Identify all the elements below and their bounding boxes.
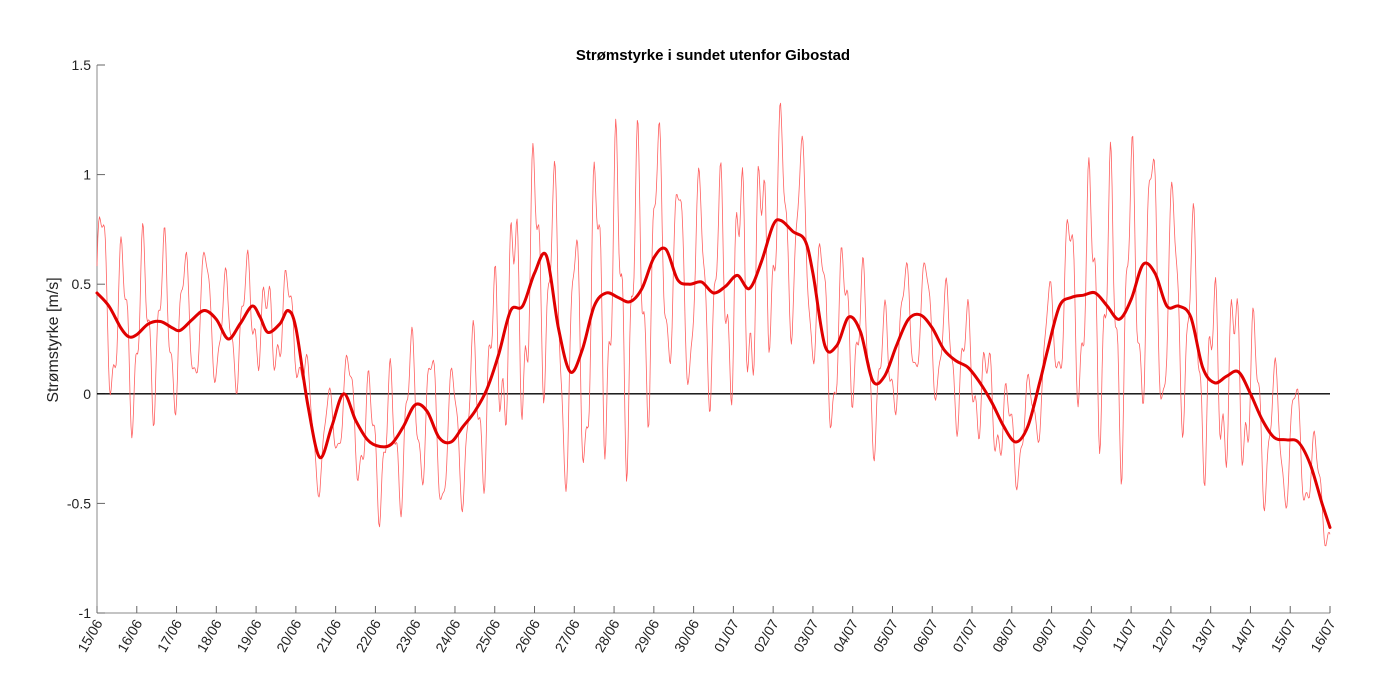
x-tick-label: 10/07	[1069, 616, 1100, 655]
x-tick-label: 16/06	[114, 616, 145, 655]
x-tick-label: 12/07	[1148, 616, 1179, 655]
x-tick-label: 03/07	[790, 616, 821, 655]
x-tick-label: 02/07	[750, 616, 781, 655]
x-tick-label: 17/06	[154, 616, 185, 655]
x-tick-label: 15/07	[1267, 616, 1298, 655]
y-tick-label: 1	[83, 167, 91, 183]
smoothed-series-line	[95, 218, 1332, 529]
x-tick-label: 25/06	[472, 616, 503, 655]
x-tick-label: 26/06	[512, 616, 543, 655]
x-tick-label: 11/07	[1109, 616, 1140, 654]
raw-series-line	[96, 102, 1331, 547]
x-tick-label: 14/07	[1228, 616, 1259, 655]
y-tick-label: 0	[83, 386, 91, 402]
y-tick-label: 1.5	[72, 57, 92, 73]
x-tick-label: 13/07	[1188, 616, 1219, 655]
x-tick-label: 06/07	[909, 616, 940, 655]
x-tick-label: 22/06	[353, 616, 384, 655]
x-tick-label: 21/06	[313, 616, 344, 655]
y-axis-label: Strømstyrke [m/s]	[45, 277, 62, 402]
y-tick-label: 0.5	[72, 276, 92, 292]
x-tick-label: 28/06	[591, 616, 622, 655]
chart-title: Strømstyrke i sundet utenfor Gibostad	[576, 47, 850, 64]
x-tick-label: 16/07	[1307, 616, 1338, 655]
x-tick-label: 30/06	[671, 616, 702, 655]
x-tick-label: 01/07	[711, 616, 742, 655]
x-tick-label: 23/06	[392, 616, 423, 655]
y-tick-label: -0.5	[67, 495, 91, 511]
axes: -1 -0.5 0 0.5 1 1.5 15/06 16/06 17/06 18/06 19/06 2…	[67, 57, 1339, 655]
x-tick-label: 24/06	[432, 616, 463, 655]
smoothed-series	[95, 218, 1332, 529]
raw-series	[96, 102, 1331, 547]
x-tick-label: 15/06	[74, 616, 105, 655]
x-tick-label: 08/07	[989, 616, 1020, 655]
x-tick-label: 29/06	[631, 616, 662, 655]
x-tick-label: 20/06	[273, 616, 304, 655]
x-tick-label: 19/06	[233, 616, 264, 655]
x-tick-label: 09/07	[1029, 616, 1060, 655]
x-tick-label: 18/06	[194, 616, 225, 655]
x-tick-label: 04/07	[830, 616, 861, 655]
y-tick-label: -1	[79, 605, 92, 621]
x-tick-label: 07/07	[949, 616, 980, 655]
x-tick-label: 05/07	[870, 616, 901, 655]
x-tick-label: 27/06	[552, 616, 583, 655]
